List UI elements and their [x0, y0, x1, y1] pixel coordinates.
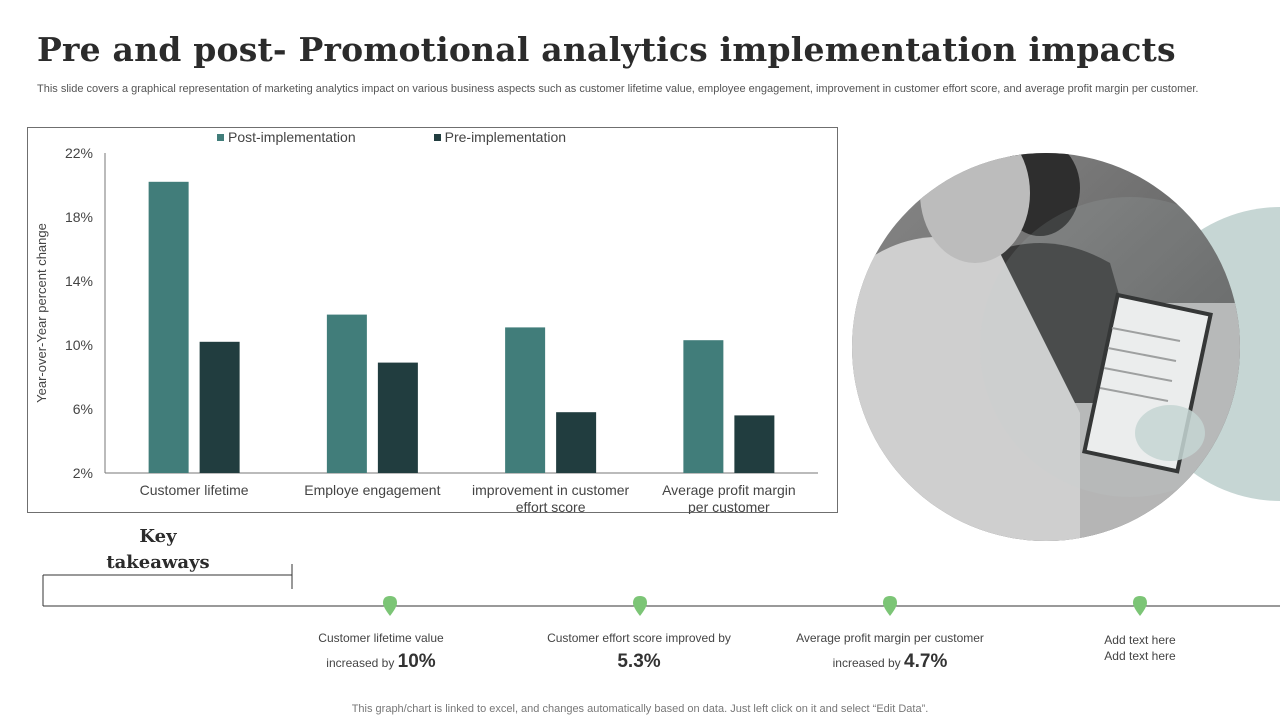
- x-tick-label: improvement in customer effort score: [472, 482, 630, 514]
- photo-illustration: [852, 153, 1280, 541]
- legend-pre: Pre-implementation: [433, 129, 567, 145]
- timeline-marker-icon: [383, 596, 397, 616]
- bar-pre: [556, 412, 597, 473]
- footer-note: This graph/chart is linked to excel, and…: [351, 703, 929, 715]
- y-tick-label: 14%: [65, 273, 93, 289]
- timeline-marker-icon: [633, 596, 647, 616]
- timeline-marker-icon: [1133, 596, 1147, 616]
- page-title: Pre and post- Promotional analytics impl…: [37, 30, 1176, 69]
- legend-pre-swatch: [433, 133, 441, 141]
- bar-pre: [734, 415, 775, 473]
- legend-post: Post-implementation: [217, 129, 356, 145]
- y-tick-label: 10%: [65, 337, 93, 353]
- x-tick-label: Customer lifetime: [140, 482, 249, 498]
- meeting-photo: [850, 153, 1280, 543]
- takeaway-2-value: 5.3%: [617, 651, 661, 672]
- y-tick-label: 6%: [73, 401, 93, 417]
- takeaway-3-value: 4.7%: [904, 651, 948, 672]
- bar-pre: [199, 341, 240, 473]
- x-tick-label: Average profit margin per customer: [662, 482, 796, 514]
- takeaway-3-line1: Average profit margin per customer: [796, 631, 984, 645]
- bar-chart[interactable]: 2% 6% 10% 14% 18% 22% Year-over-Year percent c…: [27, 127, 838, 514]
- x-tick-label: Employe engagement: [304, 482, 440, 498]
- key-takeaways-title: Key takeaways: [106, 526, 210, 573]
- y-tick-label: 22%: [65, 145, 93, 161]
- legend-post-swatch: [217, 133, 224, 141]
- bar-post: [505, 327, 546, 473]
- bar-post: [326, 314, 367, 473]
- takeaway-1-line2: increased by: [326, 656, 395, 670]
- legend-pre-label: Pre-implementation: [444, 129, 567, 145]
- page-subtitle: This slide covers a graphical representa…: [37, 83, 1199, 95]
- takeaway-4-line2: Add text here: [1104, 649, 1176, 663]
- bar-post: [683, 340, 724, 473]
- legend-post-label: Post-implementation: [228, 129, 356, 145]
- takeaway-1-line1: Customer lifetime value: [318, 631, 444, 645]
- y-tick-label: 2%: [73, 465, 93, 481]
- takeaway-1: Customer lifetime value increased by 10%: [266, 626, 496, 675]
- takeaway-3-line2: increased by: [832, 656, 901, 670]
- takeaway-3: Average profit margin per customer incre…: [775, 626, 1005, 675]
- takeaway-2: Customer effort score improved by 5.3%: [524, 626, 754, 675]
- y-tick-label: 18%: [65, 209, 93, 225]
- chart-legend: Post-implementation Pre-implementation: [0, 129, 1280, 145]
- chart-canvas: 2% 6% 10% 14% 18% 22% Year-over-Year percent c…: [34, 145, 818, 514]
- takeaway-2-line1: Customer effort score improved by: [547, 631, 731, 645]
- takeaway-1-value: 10%: [397, 651, 436, 672]
- takeaway-4-line1: Add text here: [1104, 633, 1176, 647]
- y-axis-label: Year-over-Year percent change: [34, 223, 49, 403]
- takeaway-4: Add text here Add text here: [1025, 632, 1255, 664]
- bar-pre: [377, 362, 418, 473]
- bar-post: [148, 181, 189, 474]
- timeline-marker-icon: [883, 596, 897, 616]
- takeaways-timeline: [42, 564, 1280, 616]
